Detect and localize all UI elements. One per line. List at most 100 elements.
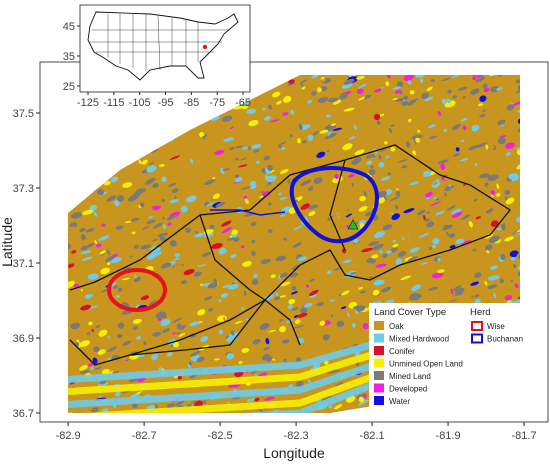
land-cover-patch: [343, 242, 351, 248]
land-cover-patch: [474, 294, 480, 298]
land-cover-patch: [327, 369, 339, 374]
land-cover-patch: [172, 332, 176, 335]
legend-label: Developed: [389, 385, 427, 394]
land-cover-patch: [207, 282, 219, 289]
land-cover-patch: [353, 238, 359, 244]
land-cover-patch: [106, 195, 117, 202]
land-cover-patch: [132, 318, 142, 324]
land-cover-patch: [446, 98, 451, 104]
land-cover-patch: [435, 210, 445, 216]
land-cover-patch: [386, 156, 392, 163]
land-cover-patch: [470, 88, 480, 95]
land-cover-patch: [189, 374, 197, 379]
land-cover-patch: [300, 79, 308, 84]
land-cover-patch: [185, 227, 191, 233]
inset-x-tick-label: -125: [77, 97, 99, 109]
land-cover-patch: [450, 288, 454, 295]
land-cover-patch: [300, 307, 308, 314]
land-cover-patch: [437, 110, 442, 116]
land-cover-patch: [405, 141, 411, 148]
land-cover-patch: [72, 256, 83, 263]
land-cover-patch: [378, 154, 382, 160]
inset-x-tick-label: -95: [158, 97, 174, 109]
land-cover-patch: [516, 253, 520, 257]
land-cover-patch: [484, 182, 489, 187]
land-cover-patch: [432, 181, 438, 186]
land-cover-patch: [213, 278, 218, 284]
land-cover-patch: [447, 89, 452, 94]
land-cover-patch: [230, 330, 235, 336]
land-cover-patch: [80, 250, 92, 254]
land-cover-patch: [358, 206, 368, 212]
land-cover-patch: [427, 114, 435, 119]
land-cover-patch: [278, 144, 282, 149]
land-cover-patch: [110, 391, 114, 397]
land-cover-patch: [282, 95, 292, 103]
land-cover-patch: [134, 274, 137, 279]
legend-swatch: [374, 321, 384, 330]
land-cover-patch: [154, 353, 159, 357]
land-cover-patch: [359, 290, 367, 294]
land-cover-patch: [370, 259, 377, 264]
land-cover-patch: [341, 83, 353, 89]
land-cover-patch: [400, 115, 404, 119]
land-cover-patch: [234, 280, 237, 283]
land-cover-patch: [316, 302, 324, 307]
land-cover-patch: [131, 174, 141, 182]
land-cover-patch: [437, 280, 447, 287]
land-cover-patch: [508, 286, 512, 292]
land-cover-patch: [262, 107, 267, 111]
inset-map: -125 -115 -105 -95 -85 -75 -65 25 35 45: [63, 4, 251, 109]
land-cover-patch: [432, 237, 440, 245]
land-cover-patch: [183, 268, 195, 276]
land-cover-patch: [279, 318, 283, 322]
land-cover-patch: [240, 186, 251, 190]
land-cover-patch: [313, 180, 318, 183]
land-cover-patch: [450, 220, 454, 223]
land-cover-patch: [455, 239, 465, 245]
land-cover-patch: [278, 302, 284, 306]
land-cover-patch: [115, 225, 124, 230]
land-cover-patch: [389, 196, 400, 202]
land-cover-patch: [423, 218, 430, 222]
land-cover-patch: [401, 100, 409, 106]
land-cover-patch: [143, 341, 147, 346]
land-cover-patch: [227, 284, 239, 290]
land-cover-patch: [457, 86, 468, 91]
land-cover-patch: [320, 77, 325, 80]
land-cover-patch: [517, 264, 520, 271]
land-cover-patch: [162, 224, 167, 230]
land-cover-patch: [462, 93, 468, 97]
land-cover-patch: [509, 250, 519, 258]
land-cover-patch: [245, 318, 249, 321]
land-cover-patch: [407, 255, 418, 262]
land-cover-patch: [244, 198, 249, 204]
land-cover-patch: [247, 145, 251, 151]
land-cover-patch: [222, 284, 231, 289]
land-cover-patch: [234, 320, 243, 324]
land-cover-patch: [101, 223, 106, 227]
land-cover-patch: [461, 141, 466, 148]
land-cover-patch: [477, 296, 484, 300]
legend-swatch: [471, 333, 483, 344]
legend-label: Oak: [389, 322, 405, 331]
land-cover-patch: [504, 189, 511, 195]
land-cover-patch: [279, 196, 287, 200]
land-cover-patch: [397, 159, 408, 163]
land-cover-patch: [409, 90, 415, 95]
us-outline: [87, 11, 239, 81]
land-cover-patch: [343, 107, 355, 112]
land-cover-patch: [445, 220, 450, 224]
land-cover-patch: [305, 183, 313, 189]
land-cover-patch: [448, 262, 457, 267]
land-cover-patch: [485, 208, 494, 214]
land-cover-patch: [451, 110, 457, 114]
land-cover-patch: [275, 246, 286, 253]
legend-swatch: [374, 358, 384, 368]
land-cover-patch: [325, 114, 331, 118]
land-cover-patch: [374, 88, 382, 93]
land-cover-patch: [462, 125, 467, 131]
land-cover-patch: [91, 407, 99, 413]
land-cover-patch: [267, 329, 277, 333]
land-cover-patch: [508, 275, 514, 278]
